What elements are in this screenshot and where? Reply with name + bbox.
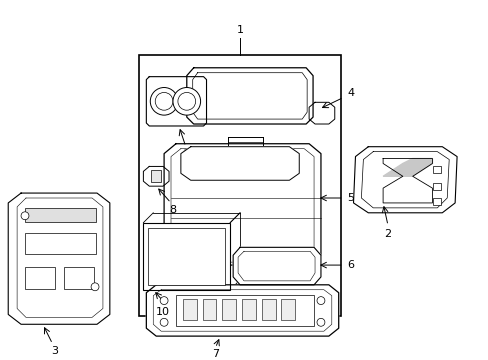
Bar [151, 170, 161, 182]
Bar [183, 299, 196, 320]
Circle shape [178, 93, 195, 110]
Text: 7: 7 [211, 349, 219, 359]
Circle shape [316, 297, 324, 305]
Bar [148, 228, 225, 285]
Text: 9: 9 [182, 149, 189, 159]
Polygon shape [146, 285, 338, 336]
Circle shape [316, 318, 324, 326]
Bar [432, 198, 440, 205]
Polygon shape [382, 158, 431, 176]
Text: 1: 1 [236, 25, 243, 35]
Polygon shape [308, 102, 334, 124]
Polygon shape [164, 144, 320, 265]
Circle shape [155, 93, 173, 110]
Circle shape [160, 297, 168, 305]
Bar [261, 299, 275, 320]
Text: 5: 5 [346, 193, 353, 203]
Circle shape [160, 318, 168, 326]
Bar [242, 299, 255, 320]
Bar [222, 299, 236, 320]
Circle shape [150, 87, 178, 115]
Polygon shape [8, 193, 110, 324]
Polygon shape [353, 147, 456, 213]
Text: 10: 10 [156, 307, 170, 318]
Bar [25, 233, 96, 254]
Circle shape [91, 283, 99, 291]
Text: 4: 4 [346, 89, 353, 98]
Polygon shape [146, 77, 206, 126]
Text: 3: 3 [51, 346, 58, 356]
Bar [25, 208, 96, 222]
Bar [64, 267, 94, 289]
Bar [281, 299, 295, 320]
Circle shape [21, 212, 29, 220]
Polygon shape [186, 68, 312, 124]
Polygon shape [181, 147, 299, 180]
Circle shape [173, 87, 200, 115]
Bar [432, 183, 440, 190]
Bar [176, 295, 313, 326]
Bar [143, 223, 230, 290]
Bar [25, 267, 55, 289]
Polygon shape [233, 247, 320, 285]
Polygon shape [143, 166, 169, 186]
Bar [139, 55, 340, 316]
Bar [202, 299, 216, 320]
Text: 8: 8 [169, 205, 176, 215]
Text: 6: 6 [346, 260, 353, 270]
Bar [432, 166, 440, 173]
Text: 2: 2 [384, 229, 391, 239]
